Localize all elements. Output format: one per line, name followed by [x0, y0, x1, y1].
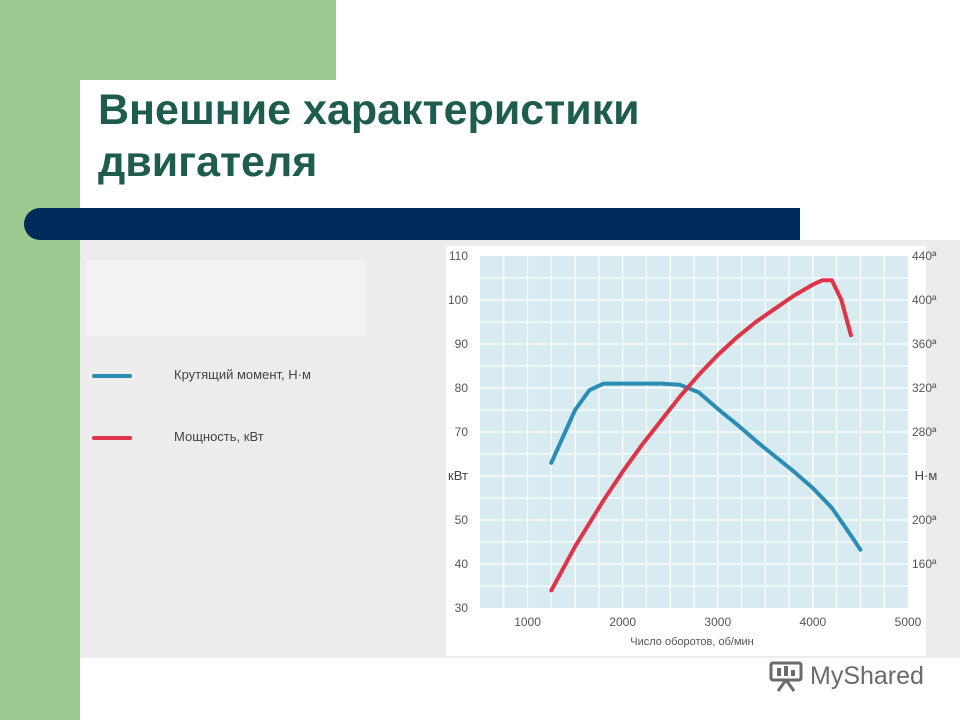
left-tick-label: 50 — [455, 513, 469, 527]
legend-header-box — [86, 260, 366, 336]
series-lines — [549, 278, 863, 593]
legend-label-power: Мощность, кВт — [174, 429, 264, 444]
x-tick-label: 5000 — [895, 615, 922, 629]
right-tick-label: 280ª — [912, 425, 937, 439]
left-tick-label: 110 — [449, 249, 468, 263]
presentation-board-icon — [769, 661, 803, 692]
left-tick-label: 40 — [455, 557, 469, 571]
slide-title-line-2: двигателя — [98, 138, 318, 186]
right-tick-label: 320ª — [912, 381, 937, 395]
legend-label-torque: Крутящий момент, Н·м — [174, 367, 311, 382]
right-axis-ticks: 160ª 200ª 280ª 320ª 360ª 400ª 440ª — [912, 249, 937, 571]
right-tick-label: 200ª — [912, 513, 937, 527]
legend-swatch-power — [92, 436, 132, 440]
title-divider-bar — [24, 208, 800, 240]
right-tick-label: 360ª — [912, 337, 937, 351]
left-axis-label: кВт — [448, 468, 468, 483]
x-tick-label: 3000 — [704, 615, 731, 629]
left-tick-label: 30 — [455, 601, 469, 615]
right-tick-label: 160ª — [912, 557, 937, 571]
slide-title: Внешние характеристики двигателя — [98, 84, 640, 188]
left-tick-label: 70 — [455, 425, 469, 439]
x-tick-label: 4000 — [800, 615, 827, 629]
left-tick-label: 100 — [448, 293, 468, 307]
slide-title-line-1: Внешние характеристики — [98, 86, 640, 134]
right-tick-label: 440ª — [912, 249, 937, 263]
watermark: MyShared — [768, 658, 924, 694]
left-axis-ticks: 30 40 50 70 80 90 100 110 — [448, 249, 468, 615]
green-accent-bar — [0, 0, 80, 720]
x-tick-label: 1000 — [514, 615, 541, 629]
left-tick-label: 90 — [455, 337, 469, 351]
x-axis-label: Число оборотов, об/мин — [630, 636, 753, 648]
watermark-text: MyShared — [810, 661, 924, 690]
x-tick-label: 2000 — [609, 615, 636, 629]
series-line-torque — [549, 381, 863, 552]
right-axis-label: Н·м — [915, 468, 938, 483]
x-axis-ticks: 1000 2000 3000 4000 5000 — [514, 615, 921, 629]
series-line-power — [549, 278, 853, 593]
green-accent-top — [80, 0, 336, 80]
legend-swatch-torque — [92, 374, 132, 378]
left-tick-label: 80 — [455, 381, 469, 395]
right-tick-label: 400ª — [912, 293, 937, 307]
title-area — [80, 80, 960, 208]
